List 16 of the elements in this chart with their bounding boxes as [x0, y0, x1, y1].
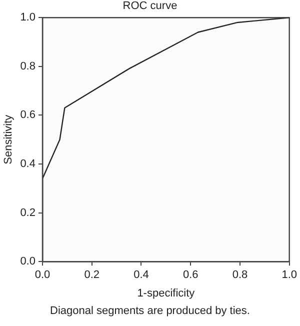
x-tick-label: 1.0 [282, 269, 298, 282]
chart-title: ROC curve [122, 0, 178, 12]
y-tick-label: 0.6 [20, 109, 36, 122]
y-tick-label: 0.8 [20, 60, 36, 72]
y-tick-label: 0.2 [20, 206, 36, 219]
x-tick-label: 0.6 [182, 269, 198, 282]
x-tick-label: 0.2 [84, 269, 100, 282]
y-tick-label: 0.4 [20, 158, 36, 170]
y-axis-title: Sensitivity [2, 114, 15, 164]
x-tick-label: 0.4 [134, 269, 149, 282]
x-tick-label: 0.8 [232, 269, 248, 282]
y-tick-label: 0.0 [20, 256, 36, 268]
x-tick-label: 0.0 [34, 269, 50, 282]
x-axis-title: 1-specificity [137, 287, 196, 300]
y-tick-label: 1.0 [20, 12, 36, 24]
text: Diagonal segments are produced by ties. [49, 305, 251, 317]
